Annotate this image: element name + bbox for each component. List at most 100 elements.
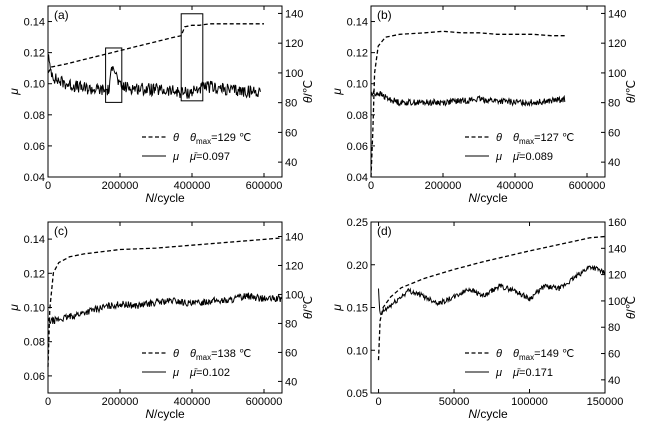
legend-stat: μ̄=0.089 xyxy=(512,151,553,163)
y-tick-label-left: 0.15 xyxy=(347,303,368,315)
y-tick-label-left: 0.14 xyxy=(347,17,368,29)
y-tick-label-right: 80 xyxy=(608,98,620,110)
legend-stat: μ̄=0.102 xyxy=(189,367,230,379)
x-tick-label: 600000 xyxy=(569,180,606,192)
highlight-box xyxy=(180,13,204,102)
legend-symbol: μ xyxy=(172,367,179,379)
y-tick-label-right: 60 xyxy=(608,349,620,361)
chart-panel-d: 0 50000 100000 150000 0.05 0.10 0.15 0.20 0.25 40… xyxy=(330,217,638,421)
y-tick-label-left: 0.06 xyxy=(347,141,368,153)
legend-stat: θmax=138 ℃ xyxy=(190,348,251,362)
y-tick-label-left: 0.25 xyxy=(347,217,368,229)
x-tick-label: 0 xyxy=(45,180,51,192)
legend-symbol: μ xyxy=(495,151,502,163)
y-tick-label-left: 0.06 xyxy=(24,141,45,153)
y-tick-label-left: 0.10 xyxy=(24,303,45,315)
y-tick-label-right: 60 xyxy=(608,127,620,139)
series-mu-line xyxy=(47,54,261,99)
y-axis-label-left: μ xyxy=(330,304,344,312)
y-axis-label-left: μ xyxy=(7,88,21,96)
y-tick-label-right: 100 xyxy=(608,296,626,308)
y-tick-label-right: 40 xyxy=(608,375,620,387)
y-tick-label-left: 0.05 xyxy=(347,388,368,400)
series-mu-line xyxy=(378,264,606,316)
y-tick-label-right: 120 xyxy=(285,260,303,272)
y-tick-label-left: 0.04 xyxy=(347,172,368,184)
legend-symbol: θ xyxy=(173,348,179,360)
legend-stat: θmax=127 ℃ xyxy=(513,132,574,146)
y-axis-label-right: θ/℃ xyxy=(301,80,315,103)
x-tick-label: 200000 xyxy=(102,396,139,408)
y-tick-label-left: 0.12 xyxy=(24,48,45,60)
y-tick-label-right: 40 xyxy=(285,376,297,388)
y-tick-label-left: 0.08 xyxy=(347,110,368,122)
y-tick-label-left: 0.14 xyxy=(24,17,45,29)
legend-symbol: μ xyxy=(495,367,502,379)
series-theta-line xyxy=(377,235,606,361)
y-tick-label-right: 100 xyxy=(285,289,303,301)
y-tick-label-right: 100 xyxy=(285,68,303,80)
y-tick-label-left: 0.08 xyxy=(24,337,45,349)
plot-frame xyxy=(370,5,606,178)
y-tick-label-right: 140 xyxy=(285,231,303,243)
x-tick-label: 400000 xyxy=(174,396,211,408)
y-tick-label-right: 60 xyxy=(285,127,297,139)
x-axis-label: N/cycle xyxy=(468,191,508,205)
y-tick-label-right: 140 xyxy=(608,243,626,255)
legend-stat: θmax=129 ℃ xyxy=(190,132,251,146)
y-tick-label-right: 60 xyxy=(285,347,297,359)
y-tick-label-right: 120 xyxy=(285,38,303,50)
x-tick-label: 200000 xyxy=(102,180,139,192)
y-tick-label-right: 140 xyxy=(608,8,626,20)
x-tick-label: 50000 xyxy=(439,396,470,408)
legend-stat: θmax=149 ℃ xyxy=(513,348,574,362)
legend-stat: μ̄=0.097 xyxy=(189,151,230,163)
y-tick-label-left: 0.12 xyxy=(24,268,45,280)
panel-label: (d) xyxy=(377,224,392,238)
y-tick-label-right: 80 xyxy=(608,322,620,334)
y-tick-label-right: 160 xyxy=(608,217,626,229)
highlight-box xyxy=(105,47,123,103)
y-tick-label-left: 0.12 xyxy=(347,48,368,60)
y-tick-label-left: 0.08 xyxy=(24,110,45,122)
y-tick-label-right: 40 xyxy=(608,157,620,169)
series-theta-line xyxy=(47,237,283,367)
x-tick-label: 600000 xyxy=(246,396,283,408)
chart-panel-c: 0 200000 400000 600000 0.06 0.08 0.10 0.12 0.14 4… xyxy=(7,221,315,421)
series-mu-line xyxy=(47,292,283,325)
legend-stat: μ̄=0.171 xyxy=(512,367,553,379)
y-tick-label-right: 80 xyxy=(285,318,297,330)
legend-symbol: θ xyxy=(496,132,502,144)
legend-symbol: θ xyxy=(496,348,502,360)
x-tick-label: 400000 xyxy=(174,180,211,192)
plot-frame xyxy=(370,221,606,394)
chart-panel-a: 0 200000 400000 600000 0.04 0.06 0.08 0.10 0.12 0… xyxy=(7,5,315,205)
y-tick-label-left: 0.10 xyxy=(347,79,368,91)
x-tick-label: 0 xyxy=(45,396,51,408)
x-tick-label: 0 xyxy=(375,396,381,408)
x-tick-label: 600000 xyxy=(246,180,283,192)
x-tick-label: 200000 xyxy=(425,180,462,192)
y-tick-label-right: 140 xyxy=(285,8,303,20)
y-axis-label-left: μ xyxy=(330,88,344,96)
y-tick-label-left: 0.10 xyxy=(24,79,45,91)
x-axis-label: N/cycle xyxy=(145,407,185,421)
y-axis-label-right: θ/℃ xyxy=(301,296,315,319)
legend-symbol: θ xyxy=(173,132,179,144)
y-tick-label-right: 120 xyxy=(608,270,626,282)
y-tick-label-right: 40 xyxy=(285,157,297,169)
y-tick-label-right: 100 xyxy=(608,68,626,80)
x-tick-label: 400000 xyxy=(497,180,534,192)
x-axis-label: N/cycle xyxy=(468,407,508,421)
series-theta-line xyxy=(370,30,566,178)
x-tick-label: 150000 xyxy=(587,396,624,408)
y-tick-label-left: 0.20 xyxy=(347,260,368,272)
panel-label: (a) xyxy=(54,8,69,22)
series-mu-line xyxy=(370,90,566,107)
y-axis-label-right: θ/℃ xyxy=(624,296,638,319)
plot-frame xyxy=(47,221,283,394)
x-tick-label: 100000 xyxy=(511,396,548,408)
plot-frame xyxy=(47,5,283,178)
y-axis-label-right: θ/℃ xyxy=(624,80,638,103)
